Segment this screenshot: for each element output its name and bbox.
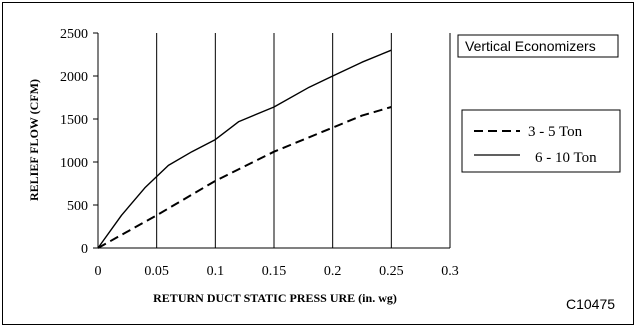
y-axis-title: RELIEF FLOW (CFM) [27, 79, 41, 201]
x-tick-label: 0.05 [144, 264, 169, 279]
x-tick-label: 0.2 [324, 264, 342, 279]
x-tick-label: 0.15 [262, 264, 287, 279]
x-tick-labels: 0 0.05 0.1 0.15 0.2 0.25 0.3 [95, 264, 459, 279]
annotation-box-border [457, 34, 619, 58]
legend-label-6-10-ton: 6 - 10 Ton [535, 150, 597, 166]
annotation-box: Vertical Economizers [457, 34, 619, 58]
legend-label-3-5-ton: 3 - 5 Ton [528, 124, 583, 140]
x-tick-label: 0 [95, 264, 102, 279]
series-line-3-5-ton [97, 106, 392, 249]
gridlines [156, 33, 451, 248]
y-tick-label: 1000 [60, 156, 88, 171]
y-tick-label: 2000 [60, 70, 88, 85]
series-line-6-10-ton [97, 49, 392, 249]
x-tick-label: 0.25 [379, 264, 404, 279]
y-tick-label: 500 [67, 199, 88, 214]
y-tick-labels: 0 500 1000 1500 2000 2500 [60, 27, 98, 257]
annotation-text: Vertical Economizers [465, 38, 596, 54]
x-axis-title: RETURN DUCT STATIC PRESS URE (in. wg) [153, 291, 397, 305]
y-tick-label: 2500 [60, 27, 88, 42]
legend: 3 - 5 Ton 6 - 10 Ton [461, 109, 621, 173]
legend-border [461, 109, 621, 173]
y-tick-label: 1500 [60, 113, 88, 128]
y-tick-label: 0 [81, 242, 88, 257]
x-tick-label: 0.3 [441, 264, 459, 279]
figure-id: C10475 [566, 296, 615, 312]
axes [97, 33, 450, 249]
x-tick-label: 0.1 [207, 264, 225, 279]
series-lines [97, 49, 392, 249]
